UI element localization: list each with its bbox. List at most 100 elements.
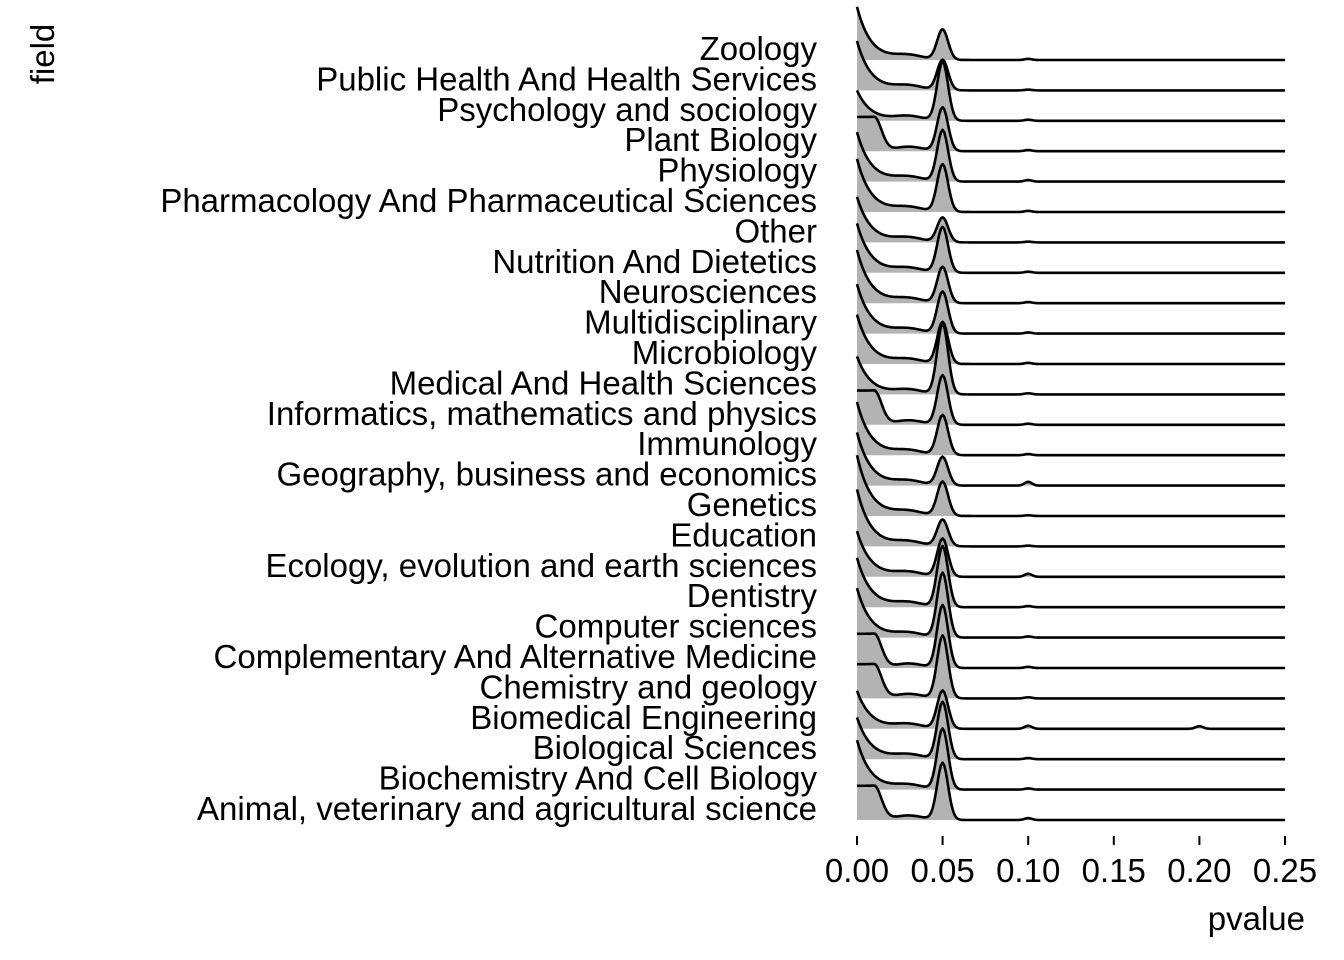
- ridge-4: [857, 634, 1285, 700]
- y-tick-label: Animal, veterinary and agricultural scie…: [197, 790, 817, 827]
- ridge-area: [857, 375, 1285, 425]
- y-tick-label: Biological Sciences: [533, 729, 817, 766]
- y-tick-label: Microbiology: [632, 334, 818, 371]
- ridge-line: [855, 196, 1285, 244]
- x-axis: 0.00 0.05 0.10 0.15 0.20 0.25: [825, 836, 1317, 889]
- y-tick-label: Pharmacology And Pharmaceutical Sciences: [160, 182, 817, 219]
- ridge-line: [855, 6, 1285, 62]
- y-tick-label: Other: [734, 212, 817, 249]
- ridge-area: [857, 223, 1285, 273]
- y-tick-label: Plant Biology: [624, 121, 817, 158]
- y-tick-label: Nutrition And Dietetics: [492, 243, 817, 280]
- ridge-area: [857, 489, 1285, 547]
- ridge-area: [857, 284, 1285, 334]
- ridge-1: [855, 727, 1285, 791]
- ridge-area: [857, 40, 1285, 91]
- y-tick-label: Geography, business and economics: [276, 456, 817, 493]
- y-tick-label: Ecology, evolution and earth sciences: [265, 547, 817, 584]
- ridge-line: [855, 40, 1285, 92]
- y-tick-label: Biomedical Engineering: [470, 699, 817, 736]
- x-tick-label: 0.00: [825, 852, 889, 889]
- y-tick-labels: Animal, veterinary and agricultural scie…: [160, 30, 817, 827]
- y-tick-label: Education: [670, 516, 817, 553]
- ridge-area: [857, 249, 1285, 304]
- ridges-layer: [855, 6, 1285, 822]
- y-tick-label: Public Health And Health Services: [316, 60, 817, 97]
- ridge-16: [855, 283, 1285, 335]
- y-tick-label: Zoology: [700, 30, 818, 67]
- y-tick-label: Informatics, mathematics and physics: [267, 395, 817, 432]
- ridge-line: [857, 634, 1285, 700]
- ridge-2: [855, 700, 1285, 761]
- ridge-area: [857, 107, 1285, 152]
- ridge-8: [855, 530, 1285, 579]
- ridge-17: [855, 249, 1285, 305]
- ridge-line: [855, 322, 1285, 396]
- y-tick-label: Biochemistry And Cell Biology: [379, 760, 818, 797]
- ridge-12: [855, 401, 1285, 457]
- ridge-0: [857, 761, 1285, 822]
- y-tick-label: Dentistry: [687, 577, 818, 614]
- ridge-area: [857, 6, 1285, 60]
- x-axis-title: pvalue: [1208, 900, 1305, 937]
- y-tick-label: Computer sciences: [535, 608, 817, 645]
- ridge-20: [855, 158, 1285, 214]
- y-tick-label: Physiology: [657, 152, 817, 189]
- ridge-line: [857, 761, 1285, 822]
- ridge-area: [857, 728, 1285, 790]
- ridge-area: [857, 531, 1285, 577]
- x-tick-label: 0.10: [996, 852, 1060, 889]
- ridge-area: [857, 323, 1285, 395]
- ridge-line: [855, 530, 1285, 579]
- y-axis-title: field: [24, 24, 61, 85]
- y-tick-label: Complementary And Alternative Medicine: [214, 638, 817, 675]
- y-tick-label: Psychology and sociology: [437, 91, 817, 128]
- ridge-line: [855, 223, 1285, 275]
- ridge-line: [855, 128, 1285, 183]
- y-tick-label: Multidisciplinary: [584, 304, 817, 341]
- ridge-22: [857, 105, 1285, 153]
- ridge-line: [855, 689, 1285, 731]
- ridge-area: [857, 61, 1285, 121]
- ridge-18: [855, 223, 1285, 275]
- ridge-line: [855, 60, 1285, 123]
- ridge-line: [855, 432, 1285, 487]
- ridge-line: [855, 727, 1285, 791]
- ridge-11: [855, 432, 1285, 487]
- ridge-line: [855, 158, 1285, 214]
- y-tick-label: Neurosciences: [599, 273, 817, 310]
- ridge-area: [857, 701, 1285, 760]
- ridge-10: [855, 454, 1285, 518]
- ridge-line: [855, 489, 1285, 548]
- ridge-area: [857, 314, 1285, 364]
- ridge-area: [857, 635, 1285, 699]
- x-tick-label: 0.05: [910, 852, 974, 889]
- ridge-line: [855, 283, 1285, 335]
- ridge-area: [857, 401, 1285, 456]
- y-tick-label: Medical And Health Sciences: [390, 364, 817, 401]
- ridge-line: [855, 700, 1285, 761]
- x-tick-label: 0.15: [1082, 852, 1146, 889]
- y-tick-label: Genetics: [687, 486, 817, 523]
- ridge-21: [855, 128, 1285, 183]
- ridge-line: [857, 105, 1285, 153]
- ridge-line: [855, 571, 1285, 639]
- ridge-25: [855, 6, 1285, 62]
- ridge-area: [857, 432, 1285, 486]
- x-tick-label: 0.25: [1253, 852, 1317, 889]
- ridge-line: [855, 249, 1285, 305]
- ridge-area: [857, 158, 1285, 212]
- x-tick-label: 0.20: [1167, 852, 1231, 889]
- ridge-line: [855, 544, 1285, 609]
- ridge-line: [855, 401, 1285, 457]
- ridge-area: [857, 196, 1285, 243]
- ridge-23: [855, 60, 1285, 123]
- ridge-9: [855, 489, 1285, 548]
- y-tick-label: Chemistry and geology: [479, 668, 817, 705]
- ridge-line: [855, 314, 1285, 366]
- ridge-line: [857, 373, 1285, 427]
- ridge-24: [855, 40, 1285, 92]
- ridge-line: [857, 603, 1285, 670]
- ridge-15: [855, 314, 1285, 366]
